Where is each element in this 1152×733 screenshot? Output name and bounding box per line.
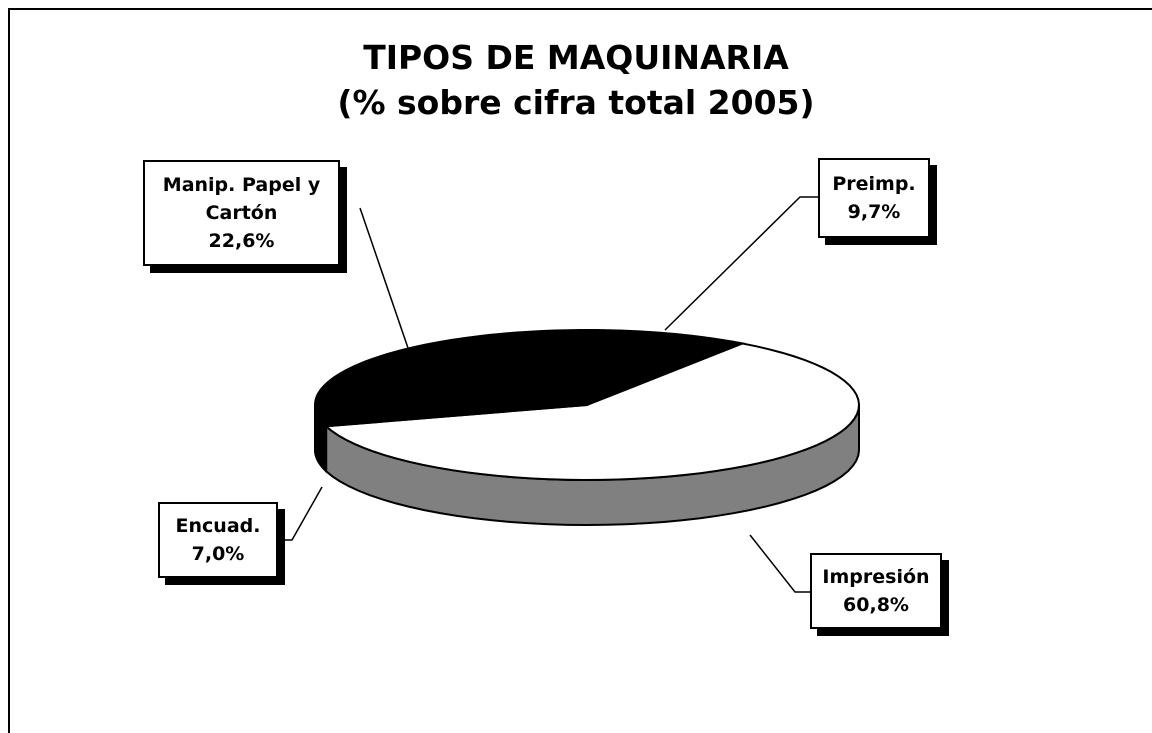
slice-top: [586, 328, 747, 407]
label-value: 22,6%: [208, 230, 275, 252]
chart-frame: [8, 8, 1152, 733]
data-label: Encuad. 7,0%: [158, 502, 278, 578]
chart-title: TIPOS DE MAQUINARIA (% sobre cifra total…: [0, 35, 1152, 125]
title-line: TIPOS DE MAQUINARIA: [363, 38, 789, 77]
label-name: Impresión: [822, 566, 930, 588]
pie-tops: [313, 328, 860, 481]
slice-top: [323, 342, 860, 481]
leader-line: [359, 207, 409, 349]
data-label: Manip. Papel y Cartón 22,6%: [143, 160, 340, 266]
leader-line: [664, 196, 818, 331]
leader-line: [749, 534, 810, 593]
label-value: 9,7%: [847, 201, 901, 223]
label-name: Manip. Papel y Cartón: [162, 174, 321, 224]
label-value: 60,8%: [843, 594, 909, 616]
label-value: 7,0%: [191, 543, 245, 565]
slice-top: [316, 328, 588, 407]
label-name: Encuad.: [175, 515, 261, 537]
leader-line: [278, 486, 323, 541]
data-label: Impresión 60,8%: [810, 553, 942, 629]
slice-top: [313, 392, 588, 428]
label-name: Preimp.: [832, 173, 916, 195]
subtitle-line: (% sobre cifra total 2005): [337, 83, 815, 122]
data-label: Preimp. 9,7%: [818, 158, 930, 238]
